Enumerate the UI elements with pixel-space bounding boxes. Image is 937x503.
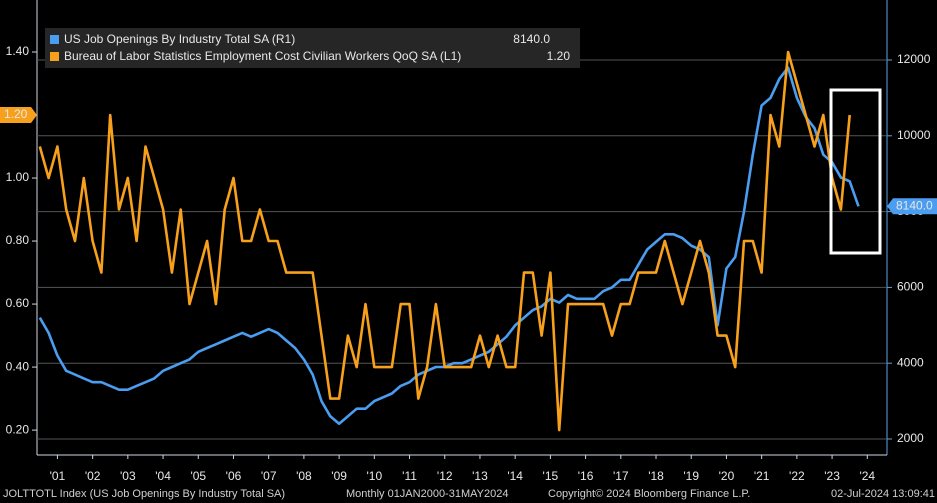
x-tick-label: '12 — [437, 469, 453, 483]
legend-value: 8140.0 — [513, 32, 550, 46]
series-line — [38, 66, 860, 426]
footer-range: Monthly 01JAN2000-31MAY2024 — [346, 488, 508, 500]
y-tick-label: 0.20 — [6, 422, 30, 436]
legend-swatch — [50, 52, 59, 61]
x-tick-label: '07 — [261, 469, 277, 483]
x-tick-label: '02 — [85, 469, 101, 483]
footer: JOLTTOTL Index (US Job Openings By Indus… — [3, 488, 935, 500]
legend: US Job Openings By Industry Total SA (R1… — [45, 28, 580, 68]
x-tick-label: '13 — [472, 469, 488, 483]
x-tick-label: '03 — [120, 469, 136, 483]
y2-tick-label: 10000 — [897, 128, 931, 142]
y2-tick-label: 4000 — [897, 355, 924, 369]
x-tick-label: '09 — [331, 469, 347, 483]
legend-label: US Job Openings By Industry Total SA (R1… — [64, 32, 295, 46]
value-tag-label: 8140.0 — [896, 198, 933, 212]
x-tick-label: '18 — [648, 469, 664, 483]
footer-source: JOLTTOTL Index (US Job Openings By Indus… — [3, 488, 285, 500]
footer-copyright: Copyright© 2024 Bloomberg Finance L.P. — [548, 488, 750, 500]
x-tick-label: '24 — [859, 469, 875, 483]
x-tick-label: '20 — [719, 469, 735, 483]
value-tag — [887, 198, 937, 215]
y-tick-label: 1.00 — [6, 170, 30, 184]
x-tick-label: '10 — [367, 469, 383, 483]
x-tick-label: '11 — [402, 469, 417, 483]
y2-tick-label: 6000 — [897, 280, 924, 294]
x-tick-label: '19 — [683, 469, 699, 483]
highlight-box — [829, 88, 882, 255]
y-tick-label: 0.40 — [6, 359, 30, 373]
y2-tick-label: 12000 — [897, 52, 931, 66]
y2-tick-label: 2000 — [897, 431, 924, 445]
legend-value: 1.20 — [547, 49, 571, 63]
legend-box — [45, 28, 580, 68]
legend-label: Bureau of Labor Statistics Employment Co… — [64, 49, 461, 63]
value-tag — [0, 107, 37, 124]
x-tick-label: '23 — [824, 469, 840, 483]
legend-swatch — [50, 35, 59, 44]
axes: 200040006000800010000120000.200.400.600.… — [0, 44, 937, 483]
y-tick-label: 0.80 — [6, 233, 30, 247]
y-tick-label: 0.60 — [6, 296, 30, 310]
x-tick-label: '21 — [754, 469, 770, 483]
x-tick-label: '05 — [190, 469, 206, 483]
x-tick-label: '22 — [789, 469, 805, 483]
x-tick-label: '04 — [155, 469, 171, 483]
x-tick-label: '08 — [296, 469, 312, 483]
series-line — [38, 50, 851, 432]
x-tick-label: '14 — [507, 469, 523, 483]
x-tick-label: '17 — [613, 469, 629, 483]
lines — [38, 50, 860, 432]
footer-timestamp: 02-Jul-2024 13:09:41 — [831, 488, 935, 500]
x-tick-label: '06 — [226, 469, 242, 483]
x-tick-label: '16 — [578, 469, 594, 483]
x-tick-label: '01 — [50, 469, 66, 483]
y-tick-label: 1.40 — [6, 44, 30, 58]
x-tick-label: '15 — [543, 469, 559, 483]
value-tag-label: 1.20 — [4, 107, 28, 121]
